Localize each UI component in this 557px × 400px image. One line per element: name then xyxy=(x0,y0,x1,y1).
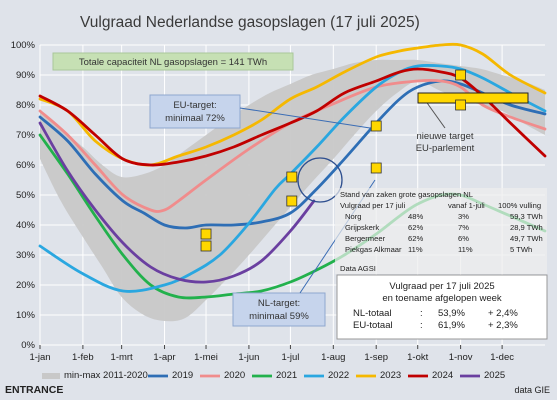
legend-label: 2020 xyxy=(224,370,245,381)
target-marker xyxy=(286,171,298,183)
y-tick-label: 20% xyxy=(16,280,36,291)
x-tick-label: 1-sep xyxy=(364,352,388,363)
summary-line: Vulgraad per 17 juli 2025 xyxy=(389,281,494,292)
nl-target-box xyxy=(232,292,326,327)
new-target-label: nieuwe target xyxy=(416,131,473,142)
storage-table-cell: 59,3 TWh xyxy=(510,212,543,221)
capacity-note-box xyxy=(52,52,294,71)
summary-box xyxy=(336,274,548,340)
summary-cell: NL-totaal xyxy=(353,308,392,319)
legend-label: min-max 2011-2020 xyxy=(64,370,148,381)
nl-target-value: minimaal 59% xyxy=(249,311,309,322)
x-tick-label: 1-feb xyxy=(72,352,94,363)
eu-target-box xyxy=(149,94,241,129)
storage-table-header: Vulgraad per 17 juli xyxy=(340,201,405,210)
series-line-2022 xyxy=(38,64,547,293)
target-marker xyxy=(370,120,382,132)
legend-label: 2021 xyxy=(276,370,297,381)
target-marker xyxy=(200,240,212,252)
storage-table-cell: 7% xyxy=(458,223,469,232)
y-tick-label: 30% xyxy=(16,250,36,261)
storage-table-cell: 6% xyxy=(458,234,469,243)
summary-cell: : xyxy=(420,308,423,319)
storage-table-cell: 5 TWh xyxy=(510,245,532,254)
summary-cell: 53,9% xyxy=(438,308,465,319)
series-line-2019 xyxy=(38,79,547,230)
eu-target-label: EU-target: xyxy=(173,100,216,111)
x-tick-label: 1-jul xyxy=(281,352,299,363)
storage-table-bg xyxy=(335,188,547,274)
brand-name: ENTRANCE xyxy=(5,384,63,396)
storage-table-cell: 48% xyxy=(408,212,423,221)
storage-table-cell: 3% xyxy=(458,212,469,221)
y-tick-label: 80% xyxy=(16,100,36,111)
y-tick-label: 10% xyxy=(16,310,36,321)
y-tick-label: 0% xyxy=(21,340,35,351)
data-source: data GIE xyxy=(514,385,550,395)
legend-label: 2019 xyxy=(172,370,193,381)
storage-table-source: Data AGSI xyxy=(340,264,376,273)
storage-table-cell: 28,9 TWh xyxy=(510,223,543,232)
target-marker xyxy=(455,69,467,81)
x-tick-label: 1-dec xyxy=(490,352,514,363)
summary-cell: 61,9% xyxy=(438,320,465,331)
summary-cell: EU-totaal xyxy=(353,320,393,331)
storage-table-cell: 11% xyxy=(458,245,473,254)
y-tick-label: 100% xyxy=(11,40,36,51)
storage-table-cell: 62% xyxy=(408,223,423,232)
summary-line: en toename afgelopen week xyxy=(382,293,502,304)
legend-label: 2025 xyxy=(484,370,505,381)
target-marker xyxy=(200,228,212,240)
chart-title: Vulgraad Nederlandse gasopslagen (17 jul… xyxy=(80,14,420,31)
x-tick-label: 1-apr xyxy=(153,352,175,363)
minmax-band xyxy=(40,59,545,322)
series-line-2025 xyxy=(38,121,316,284)
storage-table-cell: 49,7 TWh xyxy=(510,234,543,243)
storage-table-cell: Norg xyxy=(345,212,361,221)
storage-table-header: 100% vulling xyxy=(498,201,541,210)
storage-table-header: vanaf 1-juli xyxy=(448,201,485,210)
legend-label: 2024 xyxy=(432,370,453,381)
eu-target-pointer xyxy=(239,107,371,129)
highlight-circle xyxy=(297,157,343,203)
storage-table-cell: Bergermeer xyxy=(345,234,386,243)
summary-cell: : xyxy=(420,320,423,331)
x-tick-label: 1-jun xyxy=(238,352,259,363)
series-line-2020 xyxy=(38,78,547,213)
legend-label: 2023 xyxy=(380,370,401,381)
new-target-bar xyxy=(417,92,529,104)
x-tick-label: 1-nov xyxy=(449,352,473,363)
storage-table-title: Stand van zaken grote gasopslagen NL xyxy=(340,190,473,199)
storage-table-cell: 62% xyxy=(408,234,423,243)
new-target-label: EU-parlement xyxy=(416,143,475,154)
y-tick-label: 60% xyxy=(16,160,36,171)
x-tick-label: 1-okt xyxy=(407,352,428,363)
target-marker xyxy=(370,162,382,174)
eu-target-value: minimaal 72% xyxy=(165,113,225,124)
nl-target-label: NL-target: xyxy=(258,298,300,309)
storage-table-cell: Piekgas Alkmaar xyxy=(345,245,402,254)
storage-table-cell: 11% xyxy=(408,245,423,254)
y-tick-label: 40% xyxy=(16,220,36,231)
y-tick-label: 50% xyxy=(16,190,36,201)
capacity-note: Totale capaciteit NL gasopslagen = 141 T… xyxy=(79,57,267,68)
target-marker xyxy=(286,195,298,207)
target-marker xyxy=(455,99,467,111)
x-tick-label: 1-mrt xyxy=(111,352,134,363)
storage-table-cell: Grijpskerk xyxy=(345,223,379,232)
y-tick-label: 70% xyxy=(16,130,36,141)
legend-swatch-band xyxy=(42,373,60,379)
y-tick-label: 90% xyxy=(16,70,36,81)
x-tick-label: 1-jan xyxy=(29,352,50,363)
legend-label: 2022 xyxy=(328,370,349,381)
x-tick-label: 1-aug xyxy=(321,352,345,363)
summary-cell: + 2,3% xyxy=(488,320,518,331)
x-tick-label: 1-mei xyxy=(194,352,218,363)
summary-cell: + 2,4% xyxy=(488,308,518,319)
